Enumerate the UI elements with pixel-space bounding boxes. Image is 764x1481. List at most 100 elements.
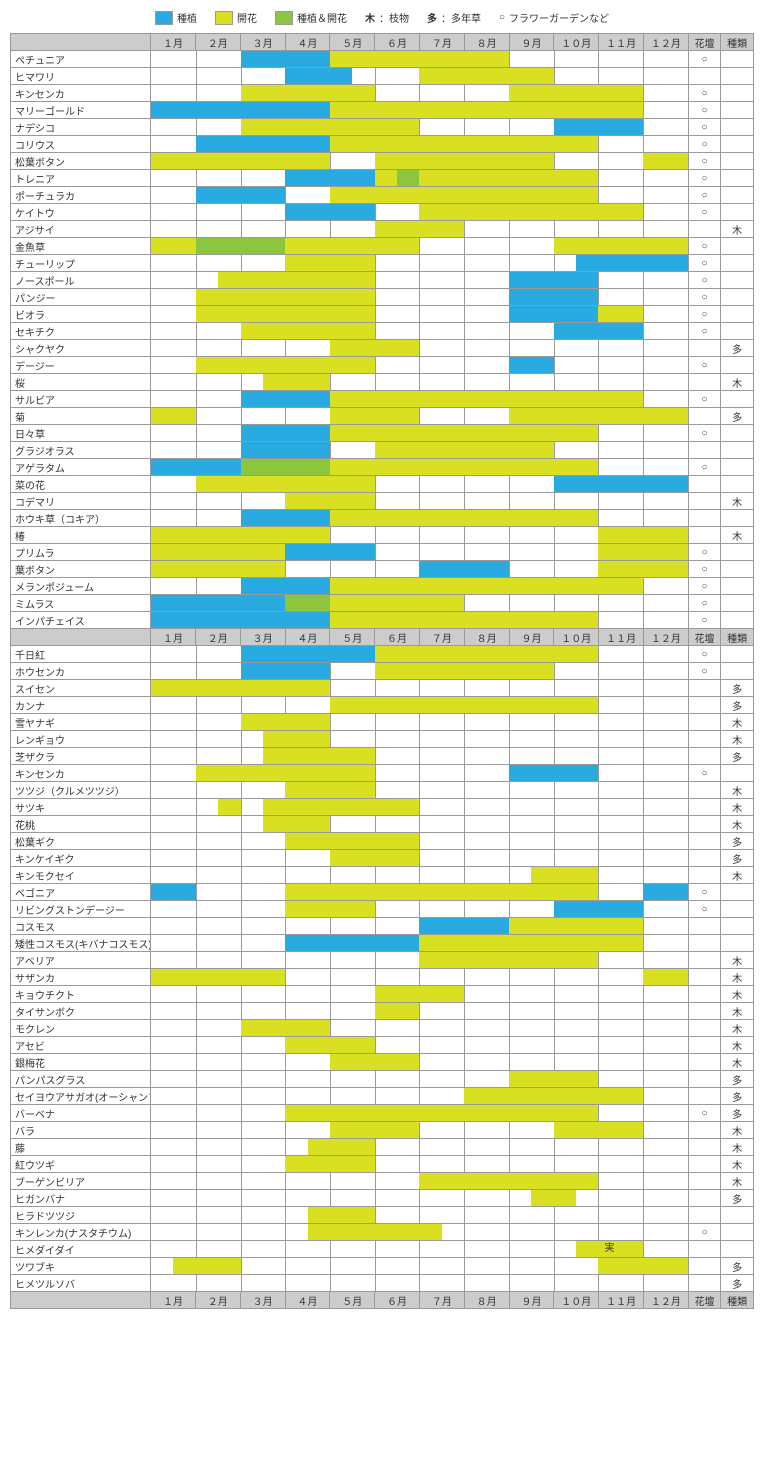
plant-row: リビングストンデージー○ [11,901,754,918]
segment-b [263,731,330,747]
plant-row: ツツジ（クルメツツジ）木 [11,782,754,799]
plant-name: ブーゲンビリア [11,1173,151,1190]
calendar-cell [151,850,689,867]
plant-name: モクレン [11,1020,151,1037]
kind-cell [721,391,754,408]
plant-name: 銀梅花 [11,1054,151,1071]
segment-p [151,459,240,475]
segment-b [151,561,285,577]
flower-cell [688,782,720,799]
legend-item: 多：多年草 [427,10,481,25]
plant-name: 日々草 [11,425,151,442]
month-header: ８月 [464,629,509,646]
kind-cell: 多 [721,850,754,867]
plant-name: 矮性コスモス(キバナコスモス) [11,935,151,952]
month-header: １２月 [644,1292,689,1309]
calendar-cell [151,612,689,629]
kind-cell [721,187,754,204]
plant-name: キンケイギク [11,850,151,867]
segment-p [509,272,598,288]
segment-p [241,442,330,458]
plant-row: パンパスグラス多 [11,1071,754,1088]
flower-cell: ○ [688,544,720,561]
segment-p [241,510,330,526]
calendar-cell [151,357,689,374]
calendar-cell [151,578,689,595]
plant-row: コスモス [11,918,754,935]
plant-row: アベリア木 [11,952,754,969]
flower-cell [688,952,720,969]
segment-p [241,391,330,407]
kind-cell [721,561,754,578]
kind-cell [721,765,754,782]
plant-name: メランポジューム [11,578,151,595]
plant-row: ヒメツルソバ多 [11,1275,754,1292]
segment-b [509,918,643,934]
flower-header: 花壇 [688,1292,720,1309]
plant-row: グラジオラス [11,442,754,459]
flower-cell: ○ [688,306,720,323]
calendar-cell [151,833,689,850]
segment-b [285,493,374,509]
segment-b [330,425,598,441]
name-header [11,1292,151,1309]
plant-row: ヒメダイダイ実 [11,1241,754,1258]
calendar-cell [151,816,689,833]
kind-cell: 多 [721,408,754,425]
plant-name: インパチェイス [11,612,151,629]
header-row: １月２月３月４月５月６月７月８月９月１０月１１月１２月花壇種類 [11,1292,754,1309]
calendar-cell [151,289,689,306]
plant-row: サツキ木 [11,799,754,816]
flower-cell [688,340,720,357]
flower-cell: ○ [688,51,720,68]
month-header: ３月 [240,1292,285,1309]
plant-row: ホウセンカ○ [11,663,754,680]
plant-row: キョウチクト木 [11,986,754,1003]
kind-cell [721,1241,754,1258]
segment-p [151,612,330,628]
kind-cell: 木 [721,867,754,884]
segment-b [218,799,240,815]
kind-cell [721,289,754,306]
flower-cell: ○ [688,646,720,663]
segment-b [285,884,598,900]
plant-name: 菜の花 [11,476,151,493]
plant-name: アゲラタム [11,459,151,476]
plant-row: アセビ木 [11,1037,754,1054]
flower-header: 花壇 [688,34,720,51]
header-row: １月２月３月４月５月６月７月８月９月１０月１１月１２月花壇種類 [11,629,754,646]
calendar-cell [151,170,689,187]
calendar-cell [151,1003,689,1020]
segment-p [285,170,374,186]
month-header: ２月 [195,629,240,646]
plant-row: 金魚草○ [11,238,754,255]
segment-p [509,306,598,322]
segment-b [151,544,285,560]
plant-row: セキチク○ [11,323,754,340]
plant-row: バラ木 [11,1122,754,1139]
plant-name: セキチク [11,323,151,340]
segment-b [196,306,375,322]
plant-row: ビオラ○ [11,306,754,323]
flower-cell [688,1054,720,1071]
segment-b [375,170,397,186]
segment-b [330,510,598,526]
segment-b [151,527,330,543]
plant-row: インパチェイス○ [11,612,754,629]
segment-b [241,714,330,730]
plant-row: 千日紅○ [11,646,754,663]
segment-b [151,680,330,696]
segment-b [330,136,598,152]
calendar-cell [151,255,689,272]
plant-row: 芝ザクラ多 [11,748,754,765]
segment-b [151,153,330,169]
plant-row: サザンカ木 [11,969,754,986]
segment-b [330,595,464,611]
kind-cell [721,170,754,187]
flower-cell [688,1088,720,1105]
name-header [11,34,151,51]
flower-cell: ○ [688,901,720,918]
plant-name: コリウス [11,136,151,153]
plant-row: キンレンカ(ナスタチウム)○ [11,1224,754,1241]
flower-cell: ○ [688,136,720,153]
